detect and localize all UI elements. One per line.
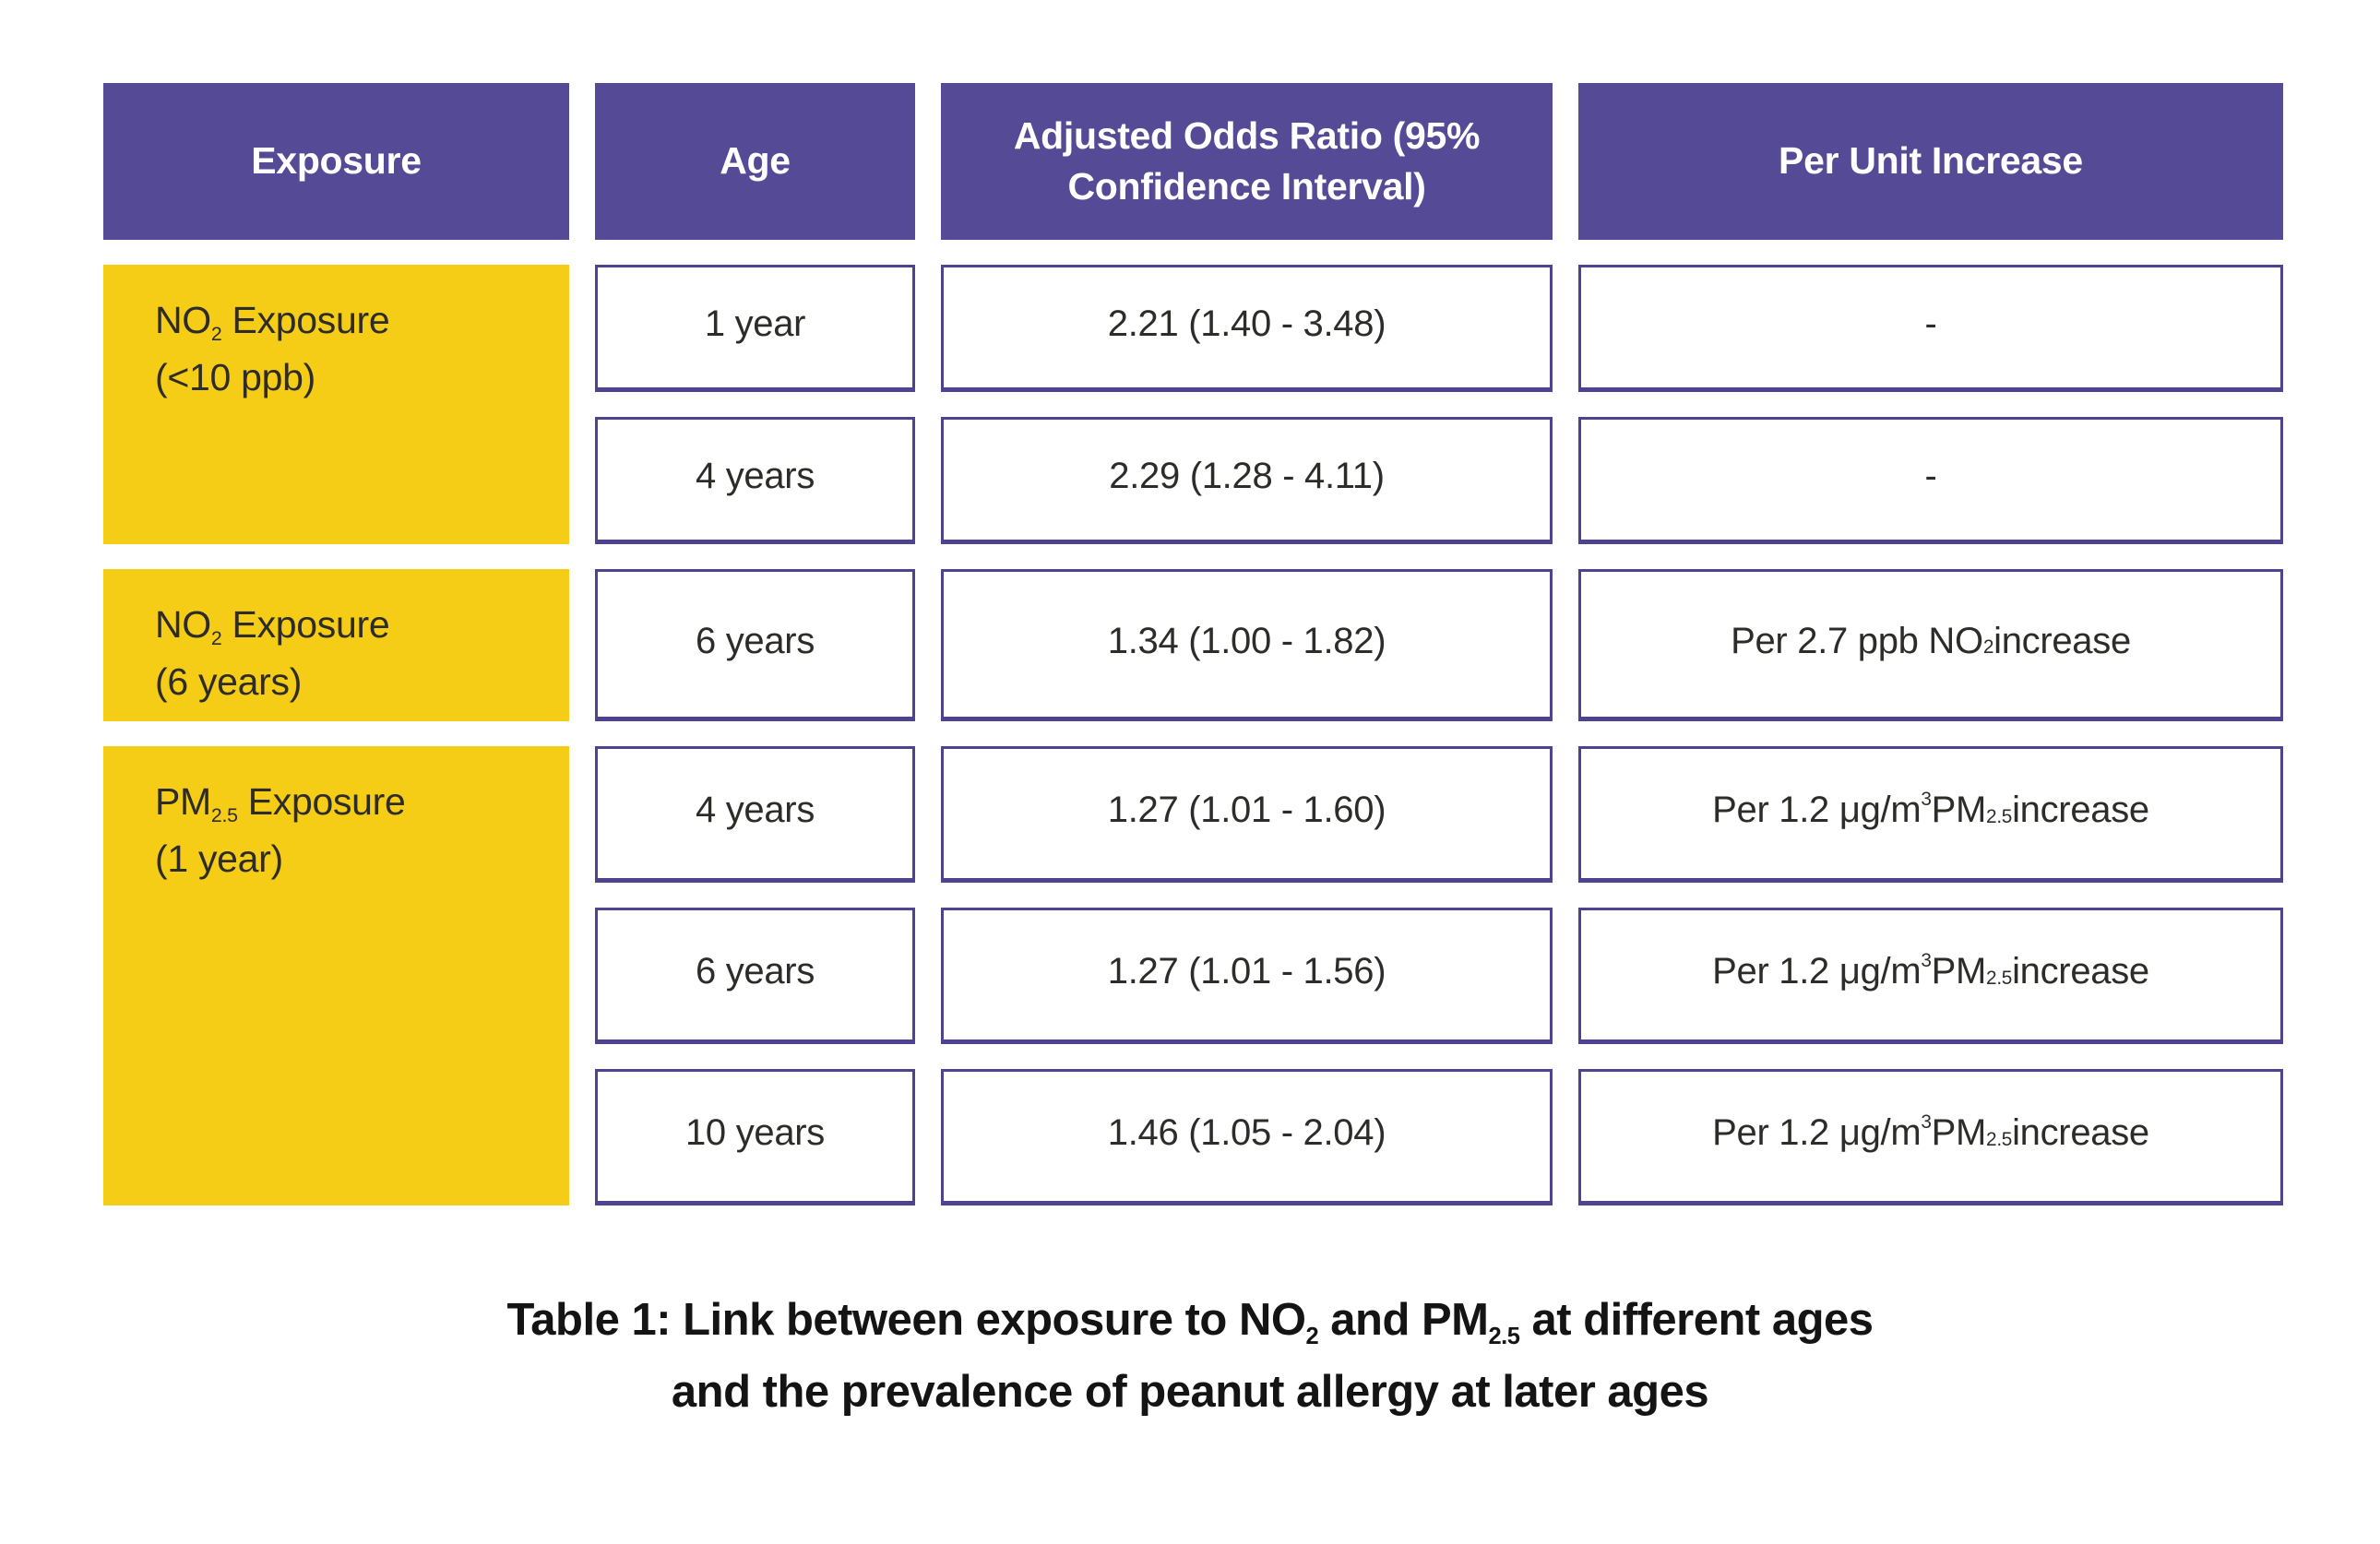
- aor-cell: 1.34 (1.00 - 1.82): [941, 569, 1553, 721]
- per-unit-cell: -: [1578, 265, 2283, 392]
- exposure-group-cell-pm25-1-year: PM2.5 Exposure (1 year): [103, 746, 569, 1206]
- exposure-group-cell-no2-6-years: NO2 Exposure (6 years): [103, 569, 569, 721]
- per-unit-cell: -: [1578, 417, 2283, 544]
- per-unit-cell: Per 1.2 μg/m 3 PM 2.5 increase: [1578, 908, 2283, 1044]
- per-unit-cell: Per 2.7 ppb NO 2 increase: [1578, 569, 2283, 721]
- aor-cell: 2.21 (1.40 - 3.48): [941, 265, 1553, 392]
- per-unit-cell: Per 1.2 μg/m 3 PM 2.5 increase: [1578, 1069, 2283, 1206]
- age-cell: 1 year: [595, 265, 915, 392]
- age-cell: 10 years: [595, 1069, 915, 1206]
- aor-cell: 1.46 (1.05 - 2.04): [941, 1069, 1553, 1206]
- caption-line-1: Table 1: Link between exposure to NO2 an…: [506, 1295, 1874, 1349]
- aor-cell: 1.27 (1.01 - 1.60): [941, 746, 1553, 883]
- aor-cell: 1.27 (1.01 - 1.56): [941, 908, 1553, 1044]
- header-cell-per-unit-increase: Per Unit Increase: [1578, 83, 2283, 240]
- header-cell-age: Age: [595, 83, 915, 240]
- caption-line-2: and the prevalence of peanut allergy at …: [671, 1367, 1709, 1418]
- header-cell-exposure: Exposure: [103, 83, 569, 240]
- age-cell: 4 years: [595, 417, 915, 544]
- per-unit-cell: Per 1.2 μg/m 3 PM 2.5 increase: [1578, 746, 2283, 883]
- age-cell: 4 years: [595, 746, 915, 883]
- header-cell-adjusted-odds-ratio: Adjusted Odds Ratio (95% Confidence Inte…: [941, 83, 1553, 240]
- age-cell: 6 years: [595, 908, 915, 1044]
- age-cell: 6 years: [595, 569, 915, 721]
- aor-cell: 2.29 (1.28 - 4.11): [941, 417, 1553, 544]
- exposure-odds-table: Exposure Age Adjusted Odds Ratio (95% Co…: [103, 83, 2283, 1206]
- table-caption: Table 1: Link between exposure to NO2 an…: [0, 1284, 2380, 1429]
- exposure-group-cell-no2-under-10ppb: NO2 Exposure (<10 ppb): [103, 265, 569, 544]
